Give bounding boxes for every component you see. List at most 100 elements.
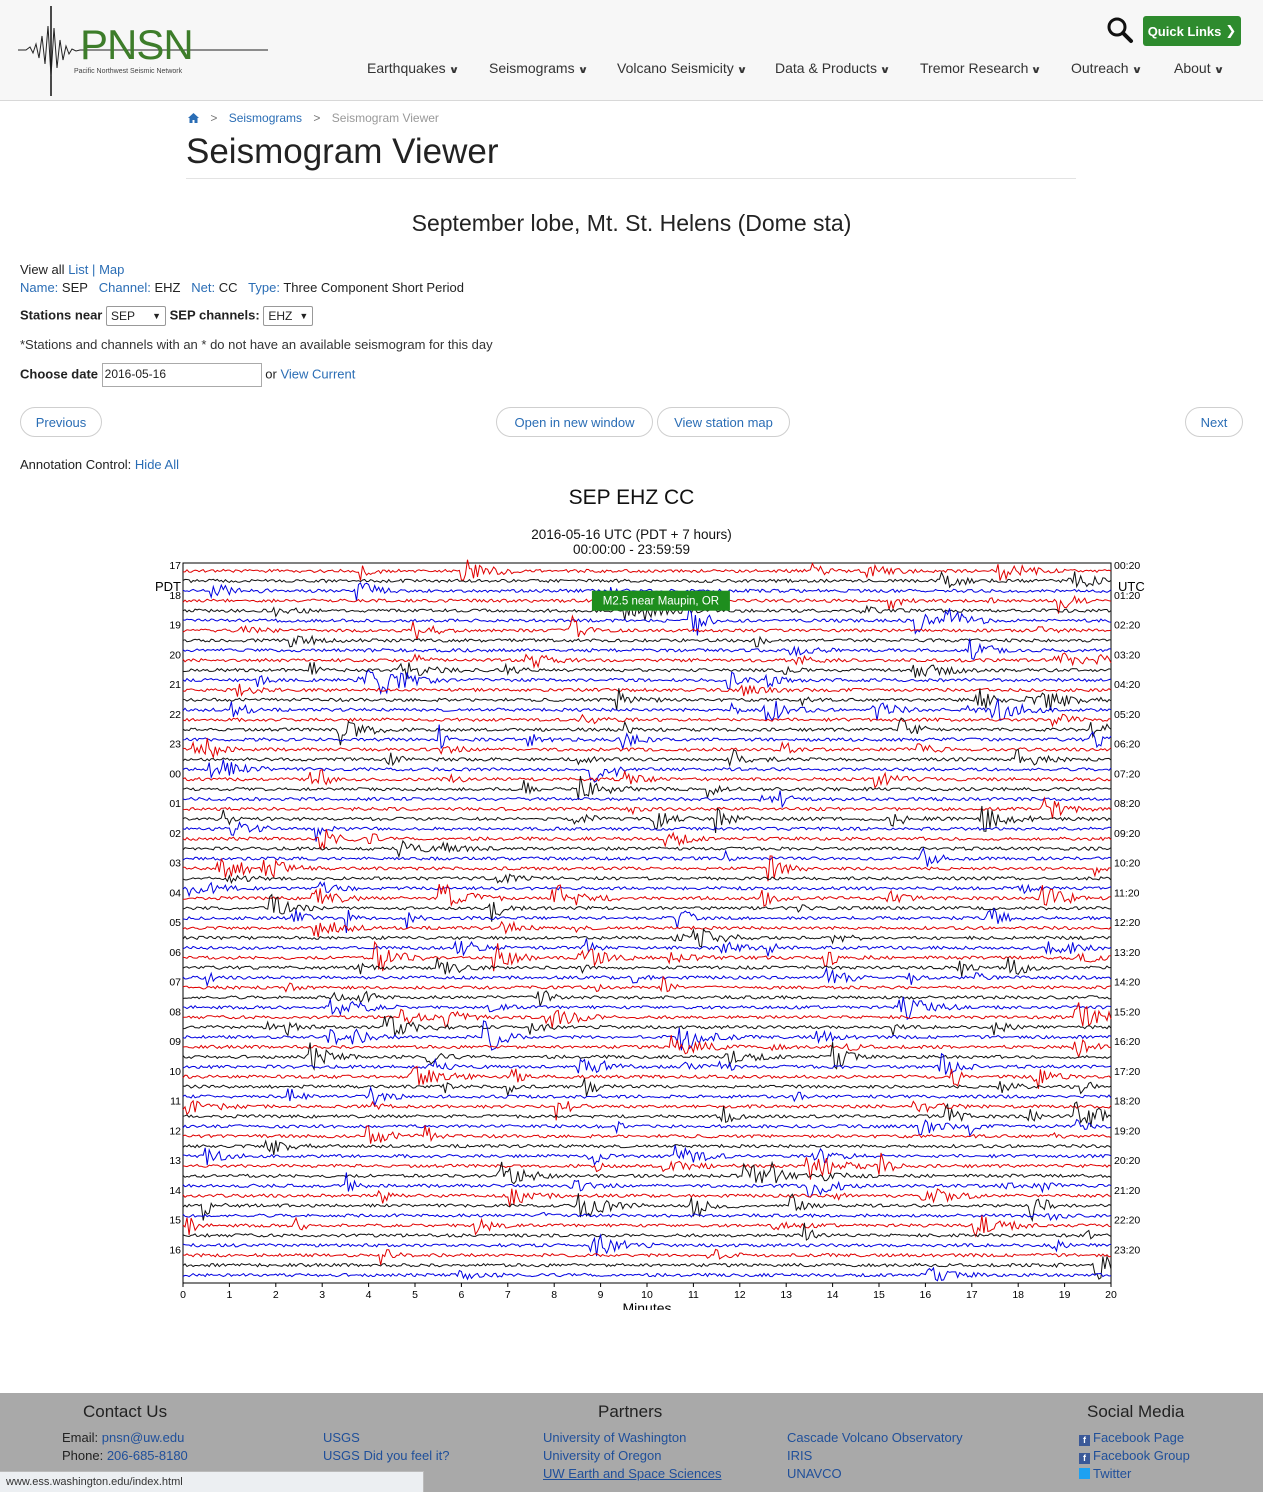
nav-label: Tremor Research [920,60,1029,76]
station-channel: EHZ [154,280,181,295]
seismogram-logo-icon [18,6,268,96]
seismogram-trace [182,1160,1112,1185]
choose-date-label: Choose date [20,366,99,382]
x-tick-label: 5 [412,1289,418,1301]
pnsn-logo[interactable]: PNSN Pacific Northwest Seismic Network [18,6,268,96]
x-tick-label: 0 [180,1289,186,1301]
partner-link[interactable]: University of Washington [543,1430,687,1445]
partner-link[interactable]: Cascade Volcano Observatory [787,1430,963,1445]
seismogram-trace [182,748,1112,768]
hide-all-link[interactable]: Hide All [134,457,179,472]
seismogram-trace [182,1152,1112,1180]
channels-select[interactable]: EHZ ▼ [263,306,314,326]
view-all-map-link[interactable]: Map [99,262,125,277]
seismogram-trace [182,1015,1112,1037]
seismogram-trace [182,881,1112,898]
x-tick-label: 14 [827,1289,839,1301]
seismogram-trace [182,662,1112,680]
type-label: Type: [248,280,280,295]
nav-tremor-research[interactable]: Tremor Research ∨ [920,60,1042,76]
pdt-hour-label: 10 [169,1066,181,1078]
nav-seismograms[interactable]: Seismograms ∨ [489,60,588,76]
utc-time-label: 09:20 [1114,828,1140,840]
utc-time-label: 17:20 [1114,1066,1140,1078]
home-icon[interactable] [188,111,202,125]
x-tick-label: 18 [1012,1289,1024,1301]
pdt-hour-label: 03 [169,858,181,870]
pdt-hour-label: 12 [169,1125,181,1137]
chevron-down-icon: ∨ [1131,65,1142,76]
partner-link[interactable]: UW Earth and Space Sciences [543,1466,722,1481]
view-all-list-link[interactable]: List [68,262,89,277]
seismogram-trace [182,847,1112,867]
seismogram-trace [183,883,1112,908]
chevron-down-icon: ∨ [577,65,588,76]
nav-volcano-seismicity[interactable]: Volcano Seismicity ∨ [617,60,748,76]
stations-near-select[interactable]: SEP ▼ [105,306,166,326]
seismogram-trace [182,713,1112,728]
partner-link[interactable]: USGS Did you feel it? [323,1448,450,1463]
previous-button[interactable]: Previous [20,407,102,437]
seismogram-trace [182,724,1112,751]
next-button[interactable]: Next [1185,407,1243,437]
view-station-map-button[interactable]: View station map [657,407,790,437]
view-all-divider: | [92,262,96,277]
nav-about[interactable]: About ∨ [1174,60,1224,76]
seismogram-trace [182,1254,1112,1280]
facebook-page-link[interactable]: Facebook Page [1093,1430,1185,1445]
seismogram-trace [182,990,1112,1007]
twitter-link[interactable]: Twitter [1093,1466,1132,1481]
seismogram-trace [182,1144,1112,1166]
chart-subtitle: 2016-05-16 UTC (PDT + 7 hours) 00:00:00 … [0,527,1263,557]
seismogram-trace [182,1099,1112,1121]
seismogram-trace [182,920,1112,938]
logo-wordmark: PNSN [80,21,194,68]
channels-label: SEP channels: [169,307,260,323]
phone-link[interactable]: 206-685-8180 [106,1448,188,1463]
contact-phone: Phone: 206-685-8180 [62,1448,188,1463]
partner-link[interactable]: USGS [323,1430,360,1445]
breadcrumb-seismograms[interactable]: Seismograms [228,111,303,125]
channels-value: EHZ [268,309,293,323]
open-new-window-button[interactable]: Open in new window [496,407,653,437]
browser-status-bar: www.ess.washington.edu/index.html [0,1471,424,1492]
seismogram-trace [182,1233,1112,1257]
partner-link[interactable]: UNAVCO [787,1466,842,1481]
facebook-group-link[interactable]: Facebook Group [1093,1448,1190,1463]
seismogram-trace [182,614,1112,640]
utc-time-label: 03:20 [1114,649,1140,661]
nav-earthquakes[interactable]: Earthquakes ∨ [367,60,459,76]
seismogram-trace [182,570,1112,589]
partner-link[interactable]: University of Oregon [543,1448,662,1463]
email-link[interactable]: pnsn@uw.edu [101,1430,185,1445]
seismogram-trace [182,717,1112,746]
nav-data-products[interactable]: Data & Products ∨ [775,60,890,76]
seismogram-trace [182,975,1112,993]
view-current-link[interactable]: View Current [280,366,356,382]
chart-subtitle-line-2: 00:00:00 - 23:59:59 [572,542,691,557]
partner-link[interactable]: IRIS [787,1448,813,1463]
stations-near-value: SEP [110,309,135,323]
quick-links-button[interactable]: Quick Links ❯ [1143,16,1241,46]
seismogram-trace [182,1052,1112,1075]
seismogram-trace [182,1101,1112,1128]
station-type: Three Component Short Period [283,280,464,295]
chevron-down-icon: ∨ [736,65,748,76]
utc-time-label: 08:20 [1114,798,1140,810]
seismogram-trace [182,940,1112,972]
nav-label: Volcano Seismicity [617,60,734,76]
seismogram-trace [182,1020,1112,1051]
pdt-hour-label: 02 [169,828,181,840]
station-net: CC [218,280,238,295]
search-icon[interactable] [1106,16,1134,44]
site-header: PNSN Pacific Northwest Seismic Network Q… [0,0,1263,101]
nav-outreach[interactable]: Outreach ∨ [1071,60,1142,76]
x-tick-label: 19 [1059,1289,1071,1301]
date-input[interactable]: 2016-05-16 [101,363,262,387]
nav-label: Data & Products [775,60,877,76]
breadcrumb: > Seismograms > Seismogram Viewer [188,111,439,125]
utc-time-label: 10:20 [1114,858,1140,870]
utc-time-label: 05:20 [1114,709,1140,721]
nav-label: Outreach [1071,60,1129,76]
nav-label: About [1174,60,1211,76]
